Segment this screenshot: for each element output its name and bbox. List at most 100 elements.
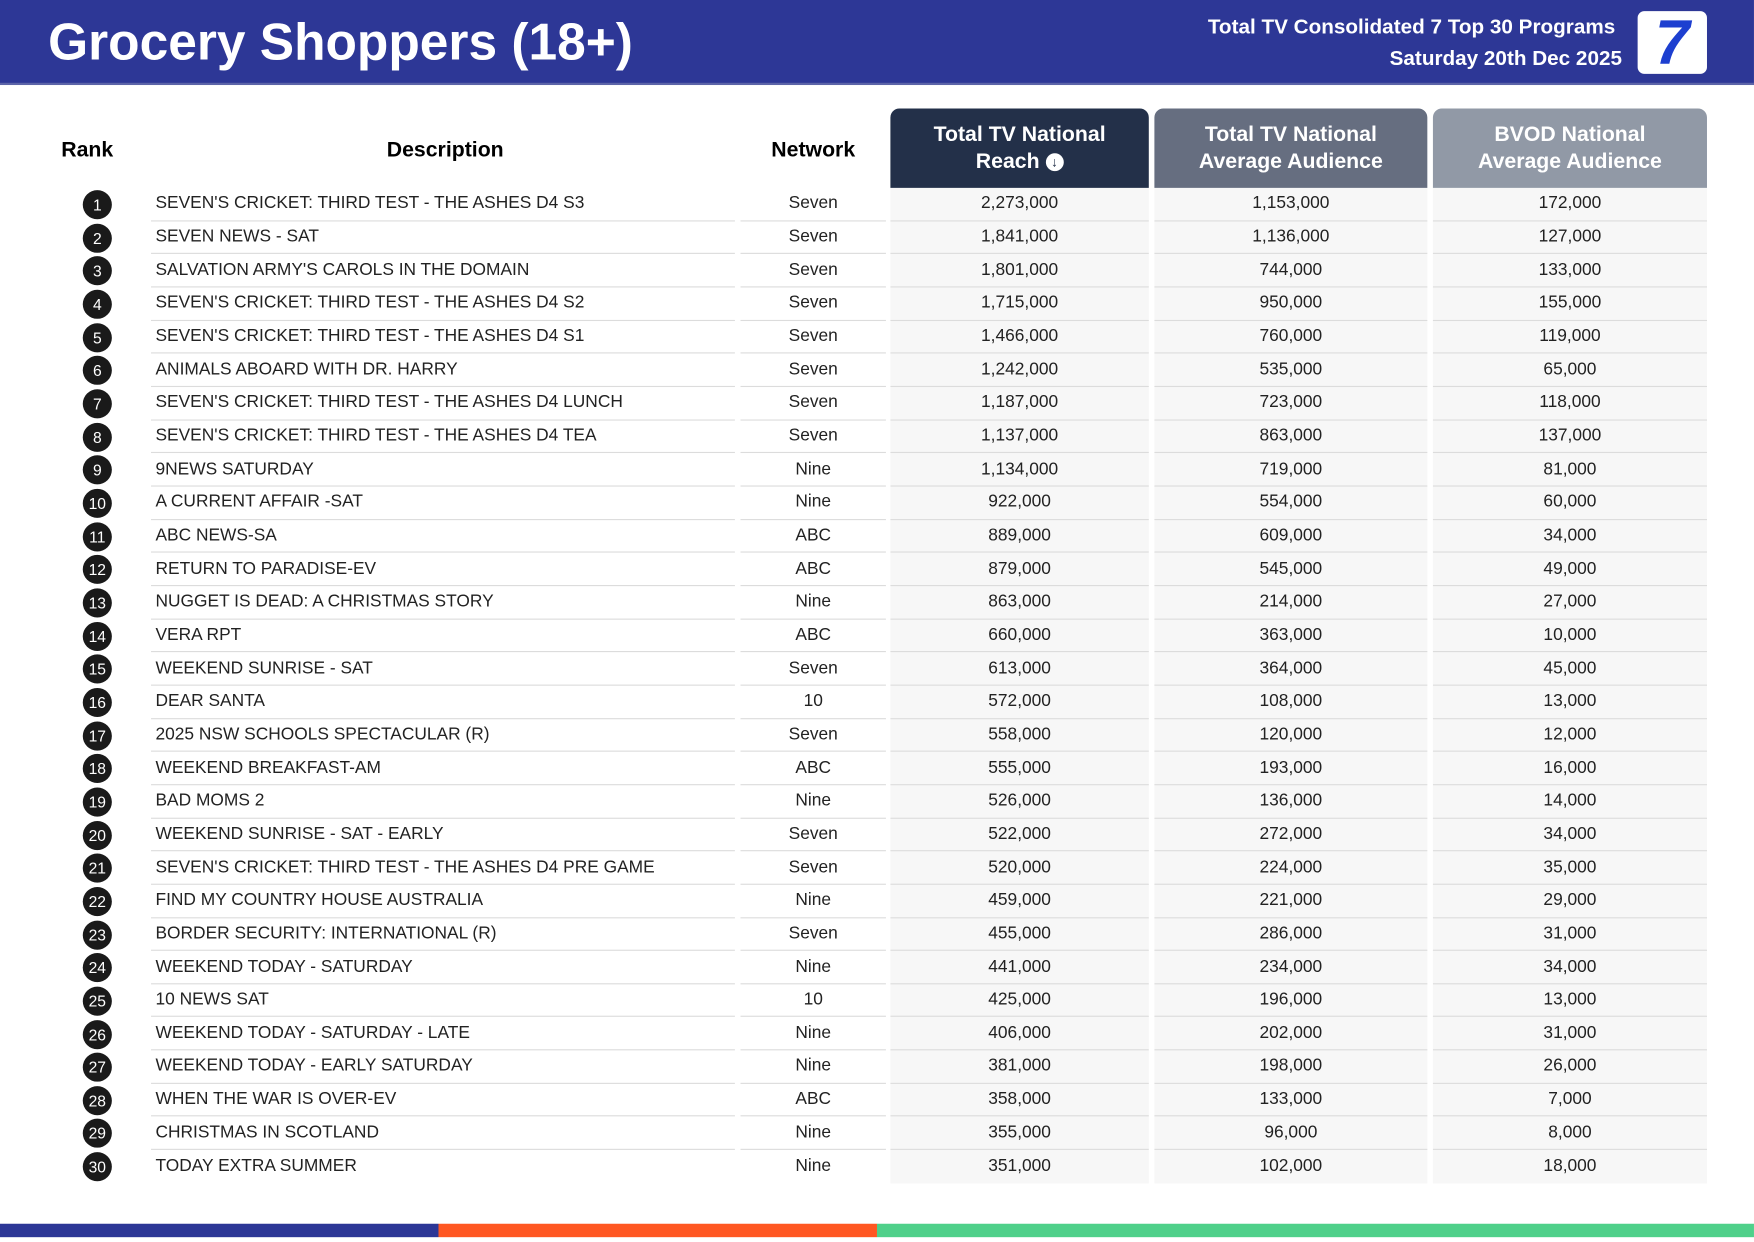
- table-row[interactable]: 28 WHEN THE WAR IS OVER-EV ABC 358,000 133,0…: [0, 1084, 1754, 1117]
- rank-badge: 1: [82, 190, 112, 220]
- table-row[interactable]: 24 WEEKEND TODAY - SATURDAY Nine 441,000 234…: [0, 951, 1754, 985]
- table-row[interactable]: 13 NUGGET IS DEAD: A CHRISTMAS STORY Nine 8…: [0, 586, 1754, 620]
- table-row[interactable]: 20 WEEKEND SUNRISE - SAT - EARLY Seven 522,…: [0, 818, 1754, 852]
- footer-stripe-blue: [0, 1223, 439, 1238]
- program-description: 10 NEWS SAT: [151, 984, 735, 1018]
- avg-audience-value: 133,000: [1154, 1084, 1428, 1117]
- avg-audience-value: 221,000: [1154, 885, 1428, 918]
- header-reach[interactable]: Total TV National Reach ↓: [890, 108, 1149, 188]
- table-row[interactable]: 23 BORDER SECURITY: INTERNATIONAL (R) Seve…: [0, 918, 1754, 952]
- table-row[interactable]: 11 ABC NEWS-SA ABC 889,000 609,000 34,000: [0, 520, 1754, 553]
- rank-badge: 23: [82, 920, 112, 950]
- reach-value: 520,000: [890, 851, 1149, 885]
- table-row[interactable]: 7 SEVEN'S CRICKET: THIRD TEST - THE ASHES…: [0, 387, 1754, 421]
- bvod-value: 172,000: [1432, 188, 1707, 222]
- table-row[interactable]: 12 RETURN TO PARADISE-EV ABC 879,000 545,000…: [0, 553, 1754, 587]
- bvod-value: 14,000: [1432, 785, 1707, 819]
- table-row[interactable]: 21 SEVEN'S CRICKET: THIRD TEST - THE ASHE…: [0, 851, 1754, 885]
- reach-value: 863,000: [890, 586, 1149, 620]
- network: Nine: [740, 586, 886, 620]
- header-bvod[interactable]: BVOD National Average Audience: [1432, 108, 1707, 188]
- reach-value: 1,134,000: [890, 453, 1149, 487]
- reach-value: 2,273,000: [890, 188, 1149, 222]
- program-description: SEVEN'S CRICKET: THIRD TEST - THE ASHES …: [151, 387, 735, 421]
- table-row[interactable]: 29 CHRISTMAS IN SCOTLAND Nine 355,000 96,000…: [0, 1117, 1754, 1151]
- table-row[interactable]: 19 BAD MOMS 2 Nine 526,000 136,000 14,000: [0, 785, 1754, 819]
- table-row[interactable]: 18 WEEKEND BREAKFAST-AM ABC 555,000 193,000 1…: [0, 752, 1754, 786]
- table-row[interactable]: 25 10 NEWS SAT 10 425,000 196,000 13,000: [0, 984, 1754, 1018]
- reach-value: 1,801,000: [890, 254, 1149, 288]
- table-row[interactable]: 10 A CURRENT AFFAIR -SAT Nine 922,000 554,00…: [0, 487, 1754, 520]
- reach-value: 572,000: [890, 686, 1149, 719]
- network: ABC: [740, 1084, 886, 1117]
- bvod-value: 49,000: [1432, 553, 1707, 587]
- reach-value: 406,000: [890, 1017, 1149, 1051]
- page-header: Grocery Shoppers (18+) Total TV Consolid…: [0, 0, 1754, 86]
- program-description: SEVEN'S CRICKET: THIRD TEST - THE ASHES …: [151, 420, 735, 454]
- bvod-value: 13,000: [1432, 984, 1707, 1018]
- table-row[interactable]: 4 SEVEN'S CRICKET: THIRD TEST - THE ASHES…: [0, 287, 1754, 321]
- program-description: NUGGET IS DEAD: A CHRISTMAS STORY: [151, 586, 735, 620]
- avg-audience-value: 193,000: [1154, 752, 1428, 786]
- rank-badge: 27: [82, 1052, 112, 1082]
- header-avg-audience[interactable]: Total TV National Average Audience: [1154, 108, 1428, 188]
- table-row[interactable]: 17 2025 NSW SCHOOLS SPECTACULAR (R) Seven 5…: [0, 719, 1754, 752]
- table-row[interactable]: 5 SEVEN'S CRICKET: THIRD TEST - THE ASHES…: [0, 321, 1754, 354]
- program-description: A CURRENT AFFAIR -SAT: [151, 487, 735, 520]
- network: Nine: [740, 885, 886, 918]
- table-row[interactable]: 3 SALVATION ARMY'S CAROLS IN THE DOMAIN Se…: [0, 254, 1754, 288]
- reach-value: 1,137,000: [890, 420, 1149, 454]
- table-row[interactable]: 8 SEVEN'S CRICKET: THIRD TEST - THE ASHES…: [0, 420, 1754, 454]
- bvod-value: 18,000: [1543, 1156, 1597, 1176]
- bvod-value: 119,000: [1432, 321, 1707, 354]
- rank-badge: 19: [82, 787, 112, 817]
- network: Nine: [795, 1156, 832, 1176]
- table-row[interactable]: 9 9NEWS SATURDAY Nine 1,134,000 719,000 81,00…: [0, 453, 1754, 487]
- rank-badge: 3: [82, 256, 112, 286]
- network: Nine: [740, 1051, 886, 1084]
- table-row[interactable]: 16 DEAR SANTA 10 572,000 108,000 13,000: [0, 686, 1754, 719]
- table-row[interactable]: 6 ANIMALS ABOARD WITH DR. HARRY Seven 1,242…: [0, 354, 1754, 387]
- header-avg-line2: Average Audience: [1198, 149, 1383, 173]
- program-description: SEVEN'S CRICKET: THIRD TEST - THE ASHES …: [151, 321, 735, 354]
- bvod-value: 60,000: [1432, 487, 1707, 520]
- avg-audience-value: 286,000: [1154, 918, 1428, 952]
- avg-audience-value: 609,000: [1154, 520, 1428, 553]
- rank-badge: 8: [82, 422, 112, 452]
- bvod-value: 8,000: [1432, 1117, 1707, 1151]
- table-row[interactable]: 1 SEVEN'S CRICKET: THIRD TEST - THE ASHES…: [0, 188, 1754, 222]
- bvod-value: 34,000: [1432, 951, 1707, 985]
- network: Nine: [740, 487, 886, 520]
- bvod-column-bg: [1432, 187, 1707, 1184]
- bvod-value: 10,000: [1432, 619, 1707, 653]
- program-description: CHRISTMAS IN SCOTLAND: [151, 1117, 735, 1151]
- bvod-value: 34,000: [1432, 520, 1707, 553]
- avg-audience-value: 744,000: [1154, 254, 1428, 288]
- bvod-value: 12,000: [1432, 719, 1707, 752]
- rank-badge: 30: [82, 1152, 112, 1182]
- reach-value: 1,841,000: [890, 221, 1149, 255]
- program-description: 9NEWS SATURDAY: [151, 453, 735, 487]
- avg-audience-value: 545,000: [1154, 553, 1428, 587]
- arrow-down-circle-icon[interactable]: ↓: [1045, 152, 1064, 171]
- table-row[interactable]: 15 WEEKEND SUNRISE - SAT Seven 613,000 364,0…: [0, 652, 1754, 686]
- network: ABC: [740, 619, 886, 653]
- table-row[interactable]: 26 WEEKEND TODAY - SATURDAY - LATE Nine 406…: [0, 1017, 1754, 1051]
- avg-audience-value: 136,000: [1154, 785, 1428, 819]
- page-title: Grocery Shoppers (18+): [48, 12, 633, 71]
- bvod-value: 13,000: [1432, 686, 1707, 719]
- table-row[interactable]: 2 SEVEN NEWS - SAT Seven 1,841,000 1,136,000…: [0, 221, 1754, 255]
- avg-audience-value: 198,000: [1154, 1051, 1428, 1084]
- table-row[interactable]: 14 VERA RPT ABC 660,000 363,000 10,000: [0, 619, 1754, 653]
- program-description: SEVEN'S CRICKET: THIRD TEST - THE ASHES …: [151, 851, 735, 885]
- rank-badge: 25: [82, 986, 112, 1016]
- avg-audience-value: 196,000: [1154, 984, 1428, 1018]
- footer-stripe-green: [876, 1223, 1754, 1238]
- table-row[interactable]: 27 WEEKEND TODAY - EARLY SATURDAY Nine 381,…: [0, 1051, 1754, 1084]
- bvod-value: 29,000: [1432, 885, 1707, 918]
- network: Nine: [740, 785, 886, 819]
- table-row[interactable]: 22 FIND MY COUNTRY HOUSE AUSTRALIA Nine 459…: [0, 885, 1754, 918]
- rank-badge: 28: [82, 1085, 112, 1116]
- bvod-value: 7,000: [1432, 1084, 1707, 1117]
- table-row[interactable]: 30 TODAY EXTRA SUMMER Nine 351,000 102,000 18…: [0, 1150, 1754, 1183]
